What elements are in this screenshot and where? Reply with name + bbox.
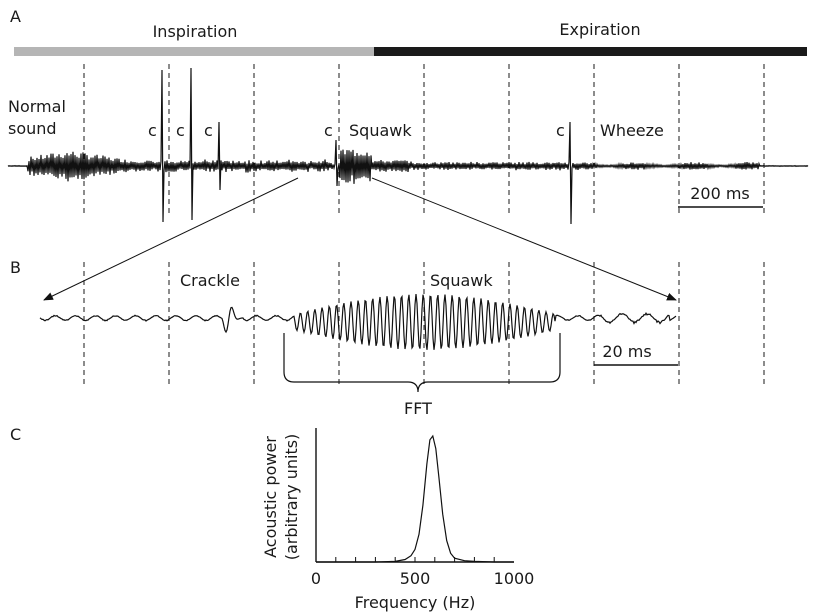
x-tick-label-2: 500 [400,569,431,588]
x-tick-label-3: 1000 [494,569,535,588]
expiration-bar [374,47,807,56]
y-axis-label-line2: (arbitrary units) [282,434,301,561]
crackle-mark-3: c [204,121,213,140]
zoom-arrow-left [43,177,299,301]
spectrum-series-line [316,434,514,563]
crackle-mark-2: c [176,121,185,140]
x-axis-ticks: 0 500 1000 [311,557,534,588]
scalebar-b-label: 20 ms [602,342,651,361]
normal-sound-label-line2: sound [8,119,57,138]
crackle-mark-4: c [324,121,333,140]
y-axis-label-line1: Acoustic power [261,436,280,558]
panel-label-a: A [10,7,21,26]
x-tick-label-1: 0 [311,569,321,588]
panel-b-gridlines [83,262,765,384]
inspiration-bar [14,47,374,56]
scalebar-a-label: 200 ms [690,184,750,203]
panel-a-gridlines [83,64,765,215]
panel-label-c: C [10,425,21,444]
panel-b-waveform [39,294,677,350]
zoom-arrow-right [371,177,677,301]
panel-a-waveform [7,67,809,225]
fft-brace [283,333,561,393]
squawk-label-b: Squawk [430,271,493,290]
squawk-label-a: Squawk [349,121,412,140]
crackle-mark-1: c [148,121,157,140]
crackle-mark-5: c [556,121,565,140]
crackle-label-b: Crackle [180,271,240,290]
spectrum-plot: 0 500 1000 Acoustic power (arbitrary units… [261,428,534,612]
x-axis-label: Frequency (Hz) [355,593,476,612]
inspiration-label: Inspiration [153,22,238,41]
expiration-label: Expiration [559,20,640,39]
fft-label: FFT [404,399,432,418]
normal-sound-label-line1: Normal [8,97,66,116]
panel-label-b: B [10,258,21,277]
wheeze-label: Wheeze [600,121,664,140]
